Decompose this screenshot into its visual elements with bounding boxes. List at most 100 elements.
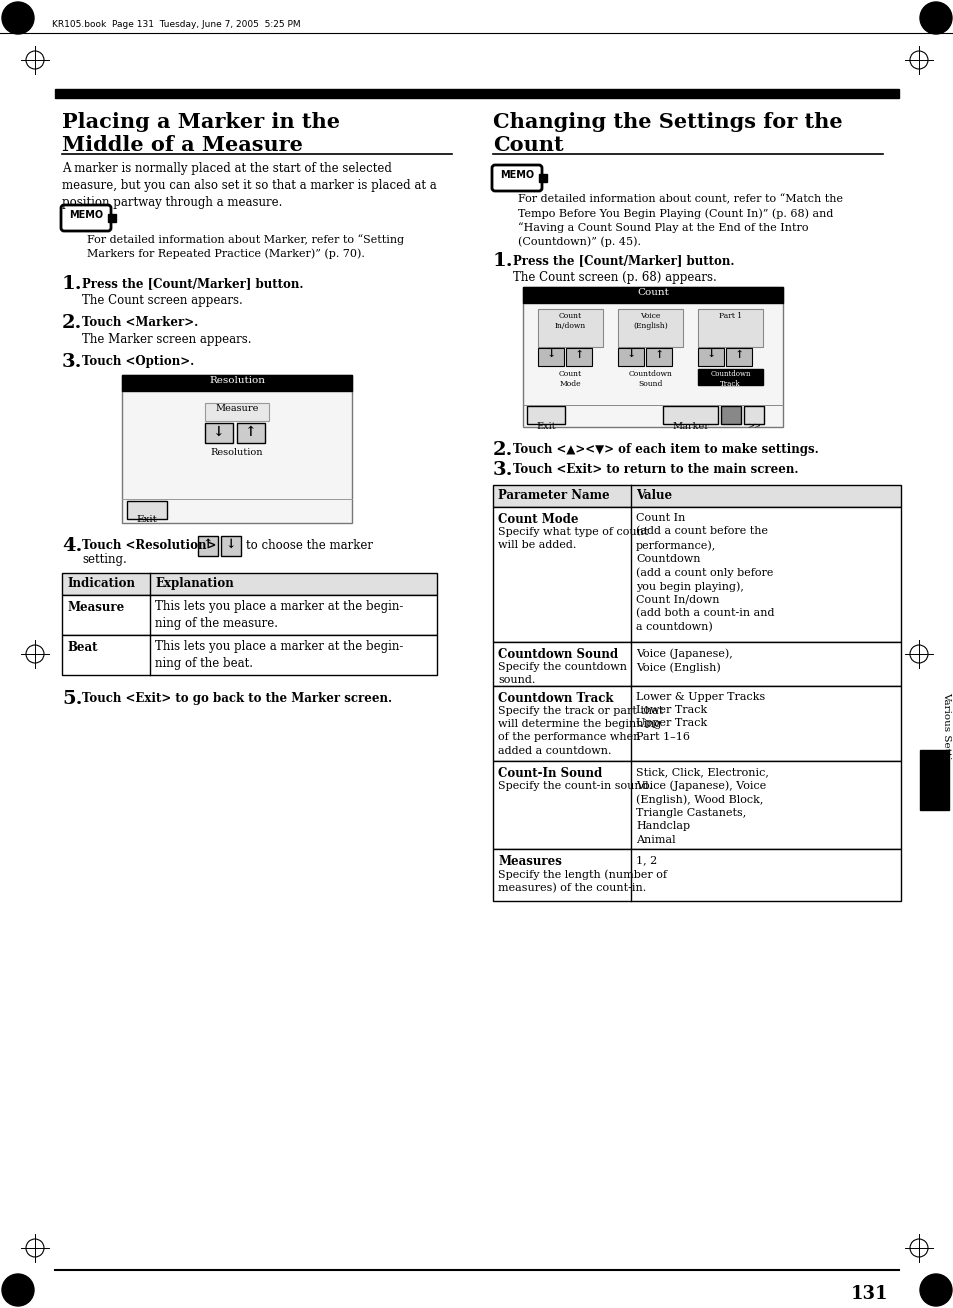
- Text: A marker is normally placed at the start of the selected
measure, but you can al: A marker is normally placed at the start…: [62, 162, 436, 209]
- Text: Touch <Exit> to return to the main screen.: Touch <Exit> to return to the main scree…: [513, 463, 798, 476]
- Text: Exit: Exit: [536, 422, 556, 432]
- Text: Exit: Exit: [136, 515, 157, 525]
- Text: Value: Value: [636, 489, 672, 502]
- Text: For detailed information about count, refer to “Match the
Tempo Before You Begin: For detailed information about count, re…: [517, 194, 842, 247]
- Text: Various Settings: Various Settings: [942, 692, 950, 778]
- Bar: [618, 309, 682, 347]
- Text: to choose the marker: to choose the marker: [246, 539, 373, 552]
- Text: Explanation: Explanation: [154, 577, 233, 590]
- FancyBboxPatch shape: [492, 165, 541, 191]
- Bar: [919, 749, 948, 810]
- Circle shape: [2, 3, 34, 34]
- Text: MEMO: MEMO: [499, 170, 534, 181]
- Text: Touch <Exit> to go back to the Marker screen.: Touch <Exit> to go back to the Marker sc…: [82, 692, 392, 705]
- Text: Changing the Settings for the: Changing the Settings for the: [493, 112, 841, 132]
- Text: The Count screen (p. 68) appears.: The Count screen (p. 68) appears.: [513, 271, 716, 284]
- Bar: [618, 348, 643, 366]
- Text: Touch <▲><▼> of each item to make settings.: Touch <▲><▼> of each item to make settin…: [513, 443, 818, 456]
- Text: Count: Count: [493, 135, 563, 156]
- Text: ↑: ↑: [203, 538, 213, 551]
- Text: Specify the track or part that
will determine the beginning
of the performance w: Specify the track or part that will dete…: [497, 706, 662, 756]
- Bar: [698, 369, 762, 385]
- Text: Parameter Name: Parameter Name: [497, 489, 609, 502]
- Bar: [62, 573, 436, 595]
- Text: ↓: ↓: [226, 538, 236, 551]
- Text: Countdown
Sound: Countdown Sound: [628, 370, 672, 388]
- Text: Count: Count: [637, 288, 668, 297]
- Text: ↓: ↓: [213, 425, 225, 439]
- Text: 2.: 2.: [62, 314, 82, 332]
- Text: 4.: 4.: [62, 538, 82, 555]
- Bar: [221, 536, 241, 556]
- Text: Touch <Resolution>: Touch <Resolution>: [82, 539, 216, 552]
- Text: Specify the count-in sound.: Specify the count-in sound.: [497, 781, 652, 791]
- Text: ↓: ↓: [705, 349, 715, 360]
- Text: Press the [Count/Marker] button.: Press the [Count/Marker] button.: [82, 277, 303, 290]
- Text: Count
In/down: Count In/down: [555, 313, 585, 331]
- Text: Resolution: Resolution: [209, 375, 265, 385]
- Text: >>: >>: [746, 422, 760, 430]
- Bar: [538, 174, 546, 182]
- Text: Indication: Indication: [67, 577, 135, 590]
- Bar: [493, 761, 900, 849]
- Text: Voice (Japanese),
Voice (English): Voice (Japanese), Voice (English): [636, 647, 732, 672]
- Text: Specify the length (number of
measures) of the count-in.: Specify the length (number of measures) …: [497, 869, 666, 893]
- Text: Countdown
Track: Countdown Track: [709, 370, 750, 388]
- Bar: [698, 309, 762, 347]
- Bar: [62, 634, 436, 675]
- Bar: [493, 508, 900, 642]
- Text: Voice
(English): Voice (English): [633, 313, 667, 331]
- Text: Part 1: Part 1: [719, 313, 741, 320]
- Text: MEMO: MEMO: [69, 211, 103, 220]
- Bar: [236, 422, 265, 443]
- Text: Touch <Option>.: Touch <Option>.: [82, 354, 194, 368]
- Text: 5.: 5.: [62, 691, 82, 708]
- Text: Specify what type of count
will be added.: Specify what type of count will be added…: [497, 527, 648, 551]
- Text: ↓: ↓: [546, 349, 555, 360]
- Bar: [122, 375, 352, 391]
- Bar: [743, 405, 763, 424]
- Text: ↑: ↑: [734, 349, 743, 360]
- Text: The Count screen appears.: The Count screen appears.: [82, 294, 242, 307]
- Text: Marker: Marker: [671, 422, 708, 432]
- Text: This lets you place a marker at the begin-
ning of the beat.: This lets you place a marker at the begi…: [154, 640, 403, 670]
- Bar: [122, 375, 352, 523]
- Text: ↓: ↓: [626, 349, 635, 360]
- Text: Count-In Sound: Count-In Sound: [497, 766, 601, 780]
- Bar: [526, 405, 564, 424]
- Text: Countdown Sound: Countdown Sound: [497, 647, 618, 661]
- Text: For detailed information about Marker, refer to “Setting
Markers for Repeated Pr: For detailed information about Marker, r…: [87, 234, 404, 259]
- Text: 1.: 1.: [493, 252, 513, 269]
- Text: Count In
(add a count before the
performance),
Countdown
(add a count only befor: Count In (add a count before the perform…: [636, 513, 774, 632]
- Text: 1, 2: 1, 2: [636, 855, 657, 865]
- Bar: [205, 403, 269, 421]
- Text: Touch <Marker>.: Touch <Marker>.: [82, 317, 198, 330]
- Text: 3.: 3.: [62, 353, 82, 371]
- Bar: [522, 286, 782, 303]
- Text: 3.: 3.: [493, 460, 513, 479]
- Text: Resolution: Resolution: [211, 449, 263, 456]
- Text: 131: 131: [850, 1284, 888, 1303]
- Text: Measure: Measure: [67, 600, 124, 613]
- Circle shape: [919, 3, 951, 34]
- Bar: [55, 89, 898, 98]
- Text: ↑: ↑: [574, 349, 583, 360]
- Bar: [537, 348, 563, 366]
- Text: setting.: setting.: [82, 553, 127, 566]
- Text: Middle of a Measure: Middle of a Measure: [62, 135, 302, 156]
- Bar: [522, 286, 782, 426]
- Text: Countdown Track: Countdown Track: [497, 692, 613, 705]
- Text: The Marker screen appears.: The Marker screen appears.: [82, 334, 252, 347]
- Text: Press the [Count/Marker] button.: Press the [Count/Marker] button.: [513, 254, 734, 267]
- Text: ↑: ↑: [245, 425, 256, 439]
- Text: 2.: 2.: [493, 441, 513, 459]
- Bar: [662, 405, 718, 424]
- Text: Measures: Measures: [497, 855, 561, 869]
- Text: Count
Mode: Count Mode: [558, 370, 581, 388]
- Bar: [62, 595, 436, 634]
- Bar: [108, 215, 116, 222]
- Text: This lets you place a marker at the begin-
ning of the measure.: This lets you place a marker at the begi…: [154, 600, 403, 630]
- Bar: [537, 309, 602, 347]
- Bar: [493, 849, 900, 901]
- Circle shape: [2, 1274, 34, 1305]
